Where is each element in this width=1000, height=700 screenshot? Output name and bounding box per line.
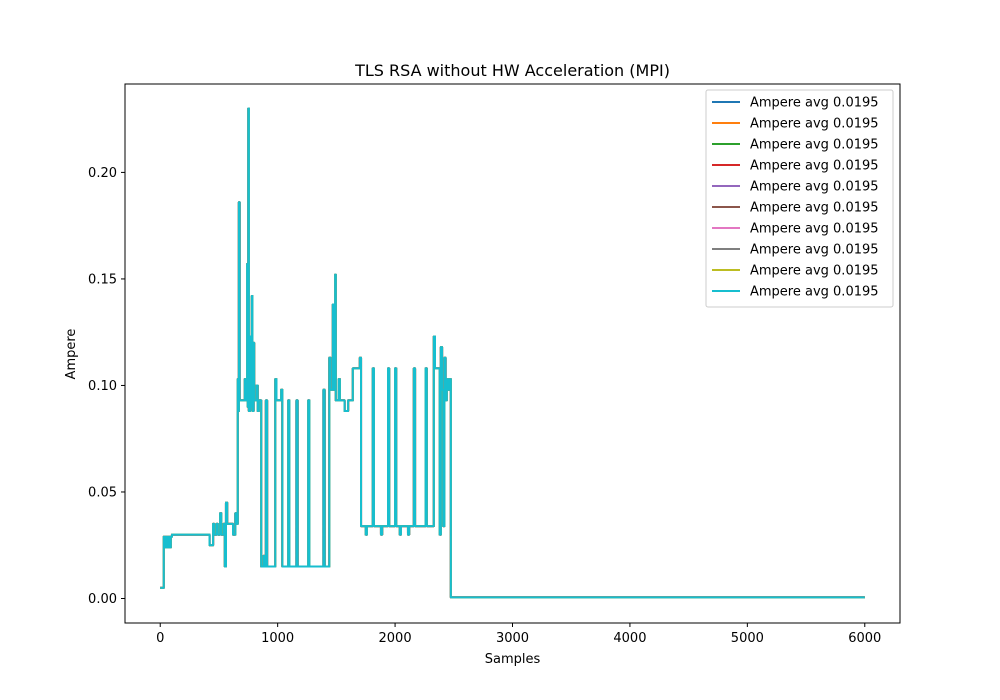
y-tick-label: 0.20 xyxy=(88,166,117,181)
y-tick-label: 0.05 xyxy=(88,485,117,500)
legend-label: Ampere avg 0.0195 xyxy=(750,96,879,111)
legend-label: Ampere avg 0.0195 xyxy=(750,222,879,237)
legend-label: Ampere avg 0.0195 xyxy=(750,117,879,132)
x-tick-label: 5000 xyxy=(731,631,764,646)
y-axis-label: Ampere xyxy=(64,329,79,380)
x-tick-label: 4000 xyxy=(613,631,646,646)
x-tick-label: 3000 xyxy=(496,631,529,646)
x-tick-label: 1000 xyxy=(261,631,294,646)
y-axis: 0.00 0.05 0.10 0.15 0.20 xyxy=(88,166,125,607)
x-axis-label: Samples xyxy=(485,652,541,667)
x-tick-label: 2000 xyxy=(379,631,412,646)
series-group xyxy=(160,107,865,599)
legend-label: Ampere avg 0.0195 xyxy=(750,201,879,216)
x-axis: 0 1000 2000 3000 4000 5000 6000 xyxy=(156,623,881,646)
legend-label: Ampere avg 0.0195 xyxy=(750,180,879,195)
legend-box xyxy=(705,89,894,308)
legend-label: Ampere avg 0.0195 xyxy=(750,285,879,300)
y-tick-label: 0.00 xyxy=(88,592,117,607)
series-line-10 xyxy=(160,107,865,599)
legend-label: Ampere avg 0.0195 xyxy=(750,243,879,258)
chart-title: TLS RSA without HW Acceleration (MPI) xyxy=(354,61,670,80)
legend-label: Ampere avg 0.0195 xyxy=(750,138,879,153)
y-tick-label: 0.15 xyxy=(88,272,117,287)
legend-label: Ampere avg 0.0195 xyxy=(750,264,879,279)
legend-label: Ampere avg 0.0195 xyxy=(750,159,879,174)
x-tick-label: 6000 xyxy=(848,631,881,646)
y-tick-label: 0.10 xyxy=(88,379,117,394)
legend: Ampere avg 0.0195 Ampere avg 0.0195 Ampere… xyxy=(705,89,894,308)
x-tick-label: 0 xyxy=(156,631,164,646)
